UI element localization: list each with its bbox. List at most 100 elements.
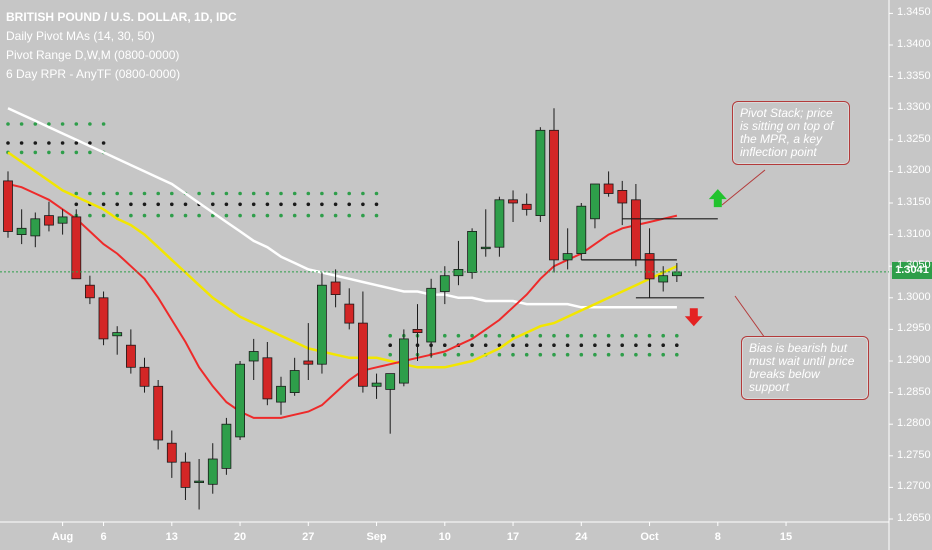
- candle-body: [221, 423, 232, 469]
- candle-body: [316, 284, 327, 365]
- pivot-dot: [74, 202, 79, 207]
- pivot-dot: [661, 333, 665, 338]
- candle-body: [658, 275, 669, 283]
- pivot-dot: [211, 202, 215, 207]
- pivot-dot: [320, 191, 324, 196]
- pivot-dot: [142, 202, 147, 207]
- pivot-stack-text: Pivot Stack; price is sitting on top of …: [740, 106, 834, 159]
- candle-body: [194, 480, 205, 484]
- pivot-dot: [101, 202, 106, 207]
- candle-body: [289, 370, 300, 394]
- pivot-dot: [292, 213, 297, 218]
- pivot-dot: [320, 213, 324, 218]
- pivot-dot: [647, 343, 652, 348]
- pivot-dot: [197, 213, 201, 218]
- pivot-dot: [511, 352, 515, 357]
- pivot-dot: [101, 191, 106, 196]
- candle-body: [467, 230, 478, 273]
- indicator-pivot-mas[interactable]: Daily Pivot MAs (14, 30, 50): [6, 29, 155, 43]
- candle-body: [44, 215, 54, 226]
- pivot-dot: [238, 191, 242, 196]
- y-tick-label: 1.3200: [897, 164, 931, 177]
- x-tick-label: 27: [302, 531, 315, 543]
- pivot-dot: [115, 202, 119, 207]
- pivot-dot: [142, 191, 147, 196]
- pivot-dot: [497, 352, 502, 357]
- pivot-dot: [101, 141, 106, 145]
- x-tick-label: 6: [100, 531, 107, 543]
- pivot-dot: [333, 202, 338, 207]
- candle-body: [576, 205, 587, 254]
- pivot-dot: [211, 191, 215, 196]
- bias-text: Bias is bearish but must wait until pric…: [749, 341, 855, 394]
- pivot-dot: [115, 213, 119, 218]
- pivot-dot: [374, 191, 379, 196]
- pivot-dot: [374, 213, 379, 218]
- candle-body: [98, 297, 109, 340]
- pivot-dot: [170, 213, 174, 218]
- pivot-dot: [374, 202, 379, 207]
- candle-body: [248, 351, 259, 362]
- candle-body: [3, 180, 13, 232]
- pivot-dot: [47, 122, 51, 126]
- pivot-dot: [361, 202, 365, 207]
- symbol-title[interactable]: BRITISH POUND / U.S. DOLLAR, 1D, IDC: [6, 10, 237, 24]
- pivot-dot: [238, 202, 242, 207]
- candle-body: [330, 281, 341, 296]
- pivot-dot: [33, 150, 38, 155]
- bias-callout: Bias is bearish but must wait until pric…: [741, 336, 869, 400]
- pivot-dot: [170, 202, 174, 207]
- x-tick-label: Sep: [366, 531, 387, 543]
- pivot-dot: [524, 343, 529, 348]
- pivot-dot: [183, 202, 188, 207]
- pivot-dot: [60, 150, 65, 155]
- bullish-arrow-icon: [708, 189, 727, 208]
- x-tick-label: Oct: [640, 531, 659, 543]
- indicator-rpr[interactable]: 6 Day RPR - AnyTF (0800-0000): [6, 67, 181, 81]
- candle-body: [549, 129, 559, 261]
- pivot-dot: [320, 202, 324, 207]
- pivot-stack-callout: Pivot Stack; price is sitting on top of …: [732, 101, 850, 165]
- pivot-dot: [279, 202, 283, 207]
- y-tick-label: 1.3100: [897, 227, 931, 240]
- pivot-dot: [606, 352, 611, 357]
- pivot-dot: [620, 343, 624, 348]
- x-tick-label: 13: [165, 531, 178, 543]
- candle-body: [644, 253, 655, 280]
- last-price-label: 1.3041: [892, 262, 932, 279]
- x-tick-label: 17: [506, 531, 520, 543]
- ma-30-line: [7, 151, 678, 369]
- pivot-dot: [333, 213, 338, 218]
- pivot-dot: [388, 352, 393, 357]
- pivot-dot: [606, 333, 611, 338]
- pivot-dot: [497, 343, 502, 348]
- pivot-dot: [647, 352, 652, 357]
- pivot-dot: [593, 333, 597, 338]
- pivot-dot: [88, 122, 92, 126]
- pivot-dot: [183, 213, 188, 218]
- x-tick-label: 10: [438, 531, 451, 543]
- candle-body: [357, 322, 368, 387]
- chart-legend: BRITISH POUND / U.S. DOLLAR, 1D, IDC Dai…: [6, 8, 237, 84]
- pivot-dot: [347, 202, 352, 207]
- candle-body: [276, 385, 286, 403]
- pivot-dot: [279, 191, 283, 196]
- indicator-pivot-range[interactable]: Pivot Range D,W,M (0800-0000): [6, 48, 180, 62]
- pivot-dot: [565, 352, 570, 357]
- pivot-dot: [443, 352, 447, 357]
- y-tick-label: 1.2950: [897, 322, 931, 335]
- y-tick-label: 1.3000: [897, 290, 931, 303]
- pivot-dot: [511, 333, 515, 338]
- candle-body: [562, 253, 573, 261]
- pivot-dot: [620, 333, 624, 338]
- pivot-dot: [675, 333, 679, 338]
- pivot-dot: [47, 150, 51, 155]
- pivot-dot: [265, 213, 270, 218]
- pivot-dot: [306, 213, 311, 218]
- pivot-dot: [74, 122, 79, 126]
- pivot-dot: [170, 191, 174, 196]
- candle-body: [262, 357, 273, 400]
- pivot-dot: [19, 141, 24, 145]
- candle-body: [480, 246, 491, 250]
- pivot-dot: [593, 343, 597, 348]
